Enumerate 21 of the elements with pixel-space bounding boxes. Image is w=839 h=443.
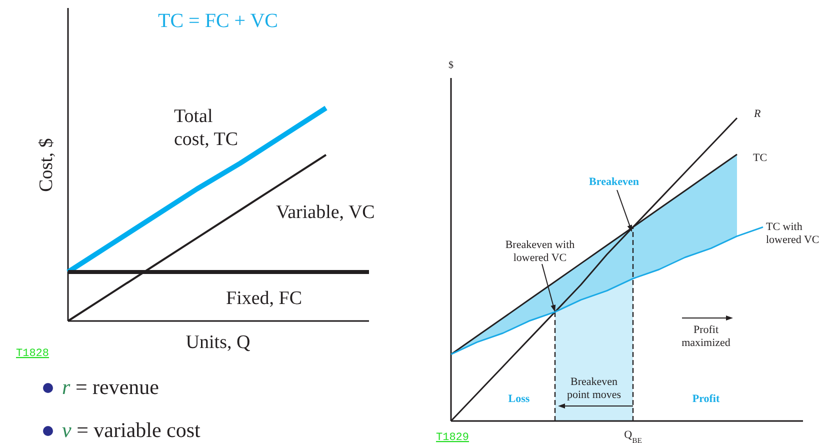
annotation: Loss (508, 393, 530, 405)
x-axis-title: Units, Q (186, 332, 250, 353)
series-label: Total cost, TC (174, 106, 238, 150)
y-axis-title: Cost, $ (36, 138, 57, 192)
text: v = variable cost (62, 418, 201, 442)
annotation: Profit maximized (682, 324, 731, 350)
annotation: Breakeven (589, 176, 639, 188)
series-label: R (753, 108, 761, 120)
series-label: Variable, VC (276, 202, 375, 223)
text: T1829 (436, 432, 470, 443)
chart-title: TC = FC + VC (158, 10, 278, 32)
text: r = revenue (62, 375, 159, 399)
y-axis-title: $ (448, 60, 454, 71)
annotation: Profit (692, 393, 720, 405)
annotation: Breakeven with lowered VC (505, 239, 576, 264)
annotation: Breakeven point moves (566, 376, 622, 402)
text: T1828 (16, 348, 50, 360)
series-label: TC (753, 152, 768, 164)
series-label: TC with lowered VC (766, 221, 820, 246)
series-label: Fixed, FC (226, 288, 302, 309)
text: Q$_{BE}$ (624, 429, 642, 443)
